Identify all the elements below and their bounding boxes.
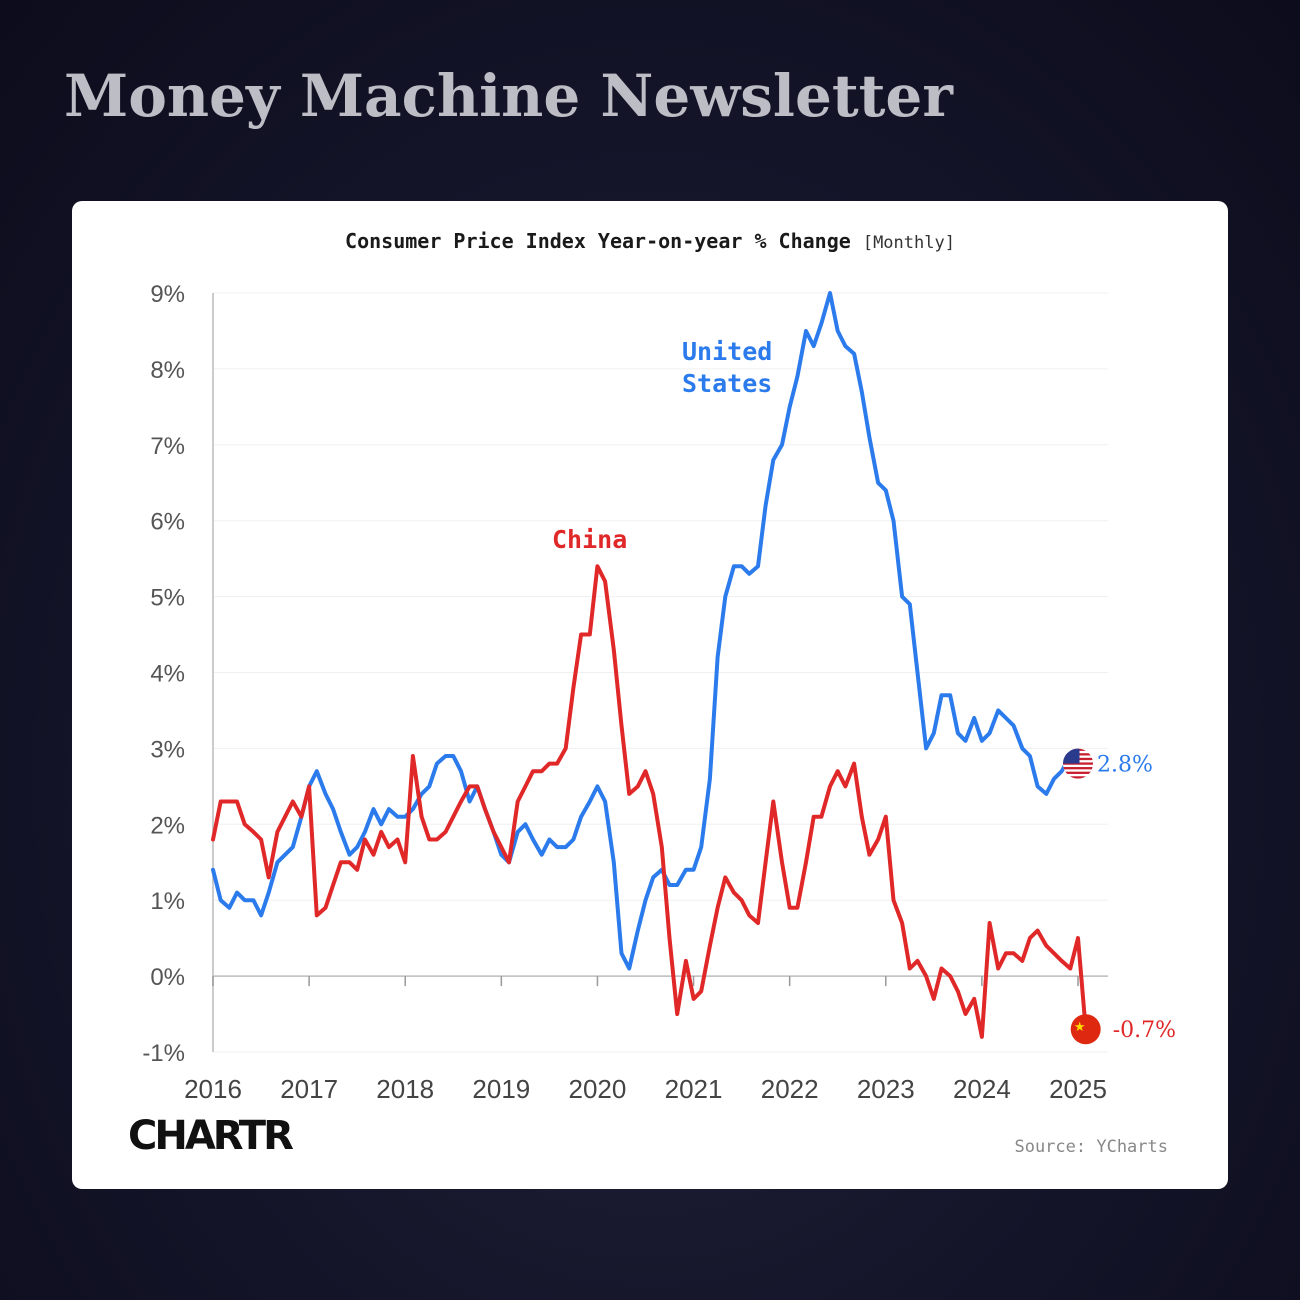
x-tick-label: 2018 <box>376 1074 434 1104</box>
china-flag-icon <box>1070 1014 1101 1045</box>
y-tick-label: 6% <box>150 509 185 536</box>
x-tick-label: 2025 <box>1049 1074 1107 1104</box>
china-end-value-label: -0.7% <box>1113 1018 1176 1043</box>
x-tick-label: 2022 <box>761 1074 819 1104</box>
newsletter-title: Money Machine Newsletter <box>64 62 953 130</box>
china-cpi-line <box>211 564 1088 1039</box>
x-tick-label: 2017 <box>280 1074 338 1104</box>
x-tick-label: 2021 <box>665 1074 723 1104</box>
chart-title: Consumer Price Index Year-on-year % Chan… <box>72 229 1228 253</box>
y-tick-label: 8% <box>150 357 185 384</box>
chartr-logo: CHARTR <box>128 1113 294 1159</box>
x-tick-label: 2023 <box>857 1074 915 1104</box>
china-flag-star: ★ <box>1074 1020 1086 1035</box>
cpi-line-chart: 9% 8% 7% 6% 5% 4% 3% 2% 1% 0% -1% 2016 2017 2018 2019 2… <box>142 281 1176 1104</box>
y-tick-label: 0% <box>150 964 185 991</box>
us-end-value-label: 2.8% <box>1097 753 1153 778</box>
y-tick-label: 9% <box>150 281 185 308</box>
us-series-label: United <box>682 337 772 366</box>
us-cpi-line <box>211 291 1080 971</box>
chart-title-main: Consumer Price Index Year-on-year % Chan… <box>345 229 851 253</box>
source-note: Source: YCharts <box>1014 1137 1168 1157</box>
y-tick-label: -1% <box>142 1040 185 1067</box>
us-flag-icon <box>1063 748 1093 779</box>
x-tick-label: 2024 <box>953 1074 1011 1104</box>
chart-title-frequency: [Monthly] <box>862 233 955 253</box>
us-series-label: States <box>682 369 772 398</box>
y-tick-label: 3% <box>150 736 185 763</box>
y-tick-label: 5% <box>150 585 185 612</box>
x-tick-label: 2019 <box>472 1074 530 1104</box>
china-series-label: China <box>552 525 627 554</box>
y-tick-label: 4% <box>150 661 185 688</box>
chart-card: Consumer Price Index Year-on-year % Chan… <box>72 201 1228 1189</box>
y-tick-label: 2% <box>150 812 185 839</box>
y-tick-label: 7% <box>150 433 185 460</box>
x-tick-label: 2016 <box>184 1074 242 1104</box>
x-tick-label: 2020 <box>569 1074 627 1104</box>
y-tick-label: 1% <box>150 888 185 915</box>
